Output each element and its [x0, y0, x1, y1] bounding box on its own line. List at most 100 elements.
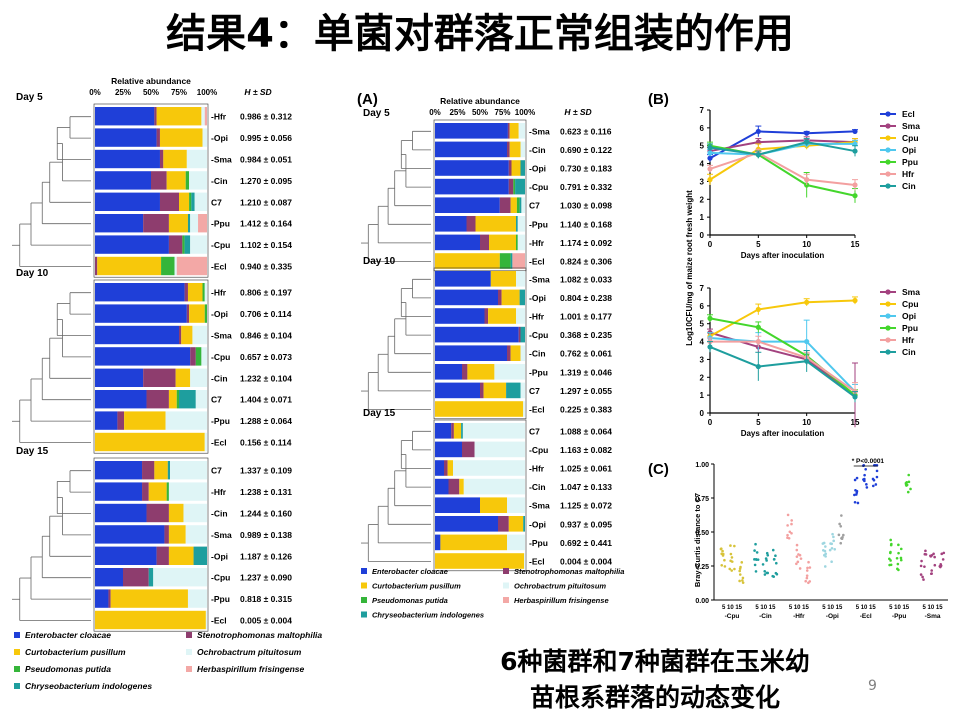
- legend-label: Curtobacterium pusillum: [25, 647, 126, 657]
- bar-segment: [462, 364, 468, 380]
- x-axis-label: Days after inoculation: [741, 429, 825, 438]
- x-tick-label: 10: [802, 240, 811, 249]
- bar-segment: [97, 256, 162, 276]
- series-line: [709, 130, 856, 160]
- data-point: [865, 486, 869, 489]
- bar-segment: [176, 256, 207, 276]
- bar-segment: [95, 107, 155, 126]
- bar-segment: [462, 423, 525, 439]
- sample-label: C7: [529, 201, 540, 211]
- data-point: [904, 483, 908, 486]
- bar-segment: [435, 460, 444, 476]
- data-point: [899, 547, 903, 551]
- sample-label: -Cin: [529, 145, 546, 155]
- bar-segment: [194, 192, 207, 211]
- data-point: [856, 501, 860, 505]
- sample-label: -Sma: [529, 274, 550, 284]
- day-frame: [93, 457, 209, 632]
- bar-segment: [480, 234, 489, 251]
- bar-segment: [516, 271, 525, 287]
- data-point: [830, 546, 834, 550]
- sample-label: -Sma: [211, 331, 232, 341]
- bar-segment: [435, 197, 500, 213]
- bar-segment: [509, 141, 521, 158]
- bar-segment: [201, 107, 205, 126]
- y-tick-label: 5: [700, 142, 705, 151]
- data-point: [804, 579, 807, 583]
- sample-label: C7: [211, 197, 222, 207]
- bar-segment: [153, 568, 207, 587]
- data-point: [755, 338, 761, 345]
- bar-segment: [95, 171, 151, 190]
- data-point: [761, 563, 765, 566]
- h-sd-value: 0.824 ± 0.306: [560, 257, 612, 267]
- bar-segment: [95, 325, 179, 345]
- data-point: [804, 177, 810, 183]
- legend-marker: [885, 313, 891, 319]
- bar-segment: [435, 326, 519, 343]
- bar-segment: [174, 256, 177, 276]
- bar-segment: [435, 345, 507, 361]
- data-point: [852, 148, 858, 154]
- legend-marker: [885, 301, 891, 307]
- bar-segment: [435, 401, 524, 417]
- data-point: [841, 535, 844, 539]
- bar-segment: [168, 390, 177, 409]
- data-point: [707, 177, 713, 183]
- h-sd-value: 0.989 ± 0.138: [240, 530, 292, 540]
- group-label: -Cin: [759, 613, 772, 620]
- data-point: [852, 394, 858, 400]
- data-point: [733, 544, 736, 548]
- data-point: [786, 513, 790, 517]
- legend-label: Herbaspirillum frisingense: [197, 664, 304, 674]
- y-tick-label: 1.00: [695, 462, 709, 469]
- data-point: [729, 552, 733, 556]
- y-tick-label: 4: [700, 338, 705, 347]
- sample-label: -Cin: [211, 509, 228, 519]
- data-point: [832, 535, 835, 539]
- data-point: [821, 542, 825, 545]
- bar-segment: [510, 253, 513, 269]
- bar-segment: [510, 197, 517, 213]
- h-sd-value: 1.187 ± 0.126: [240, 551, 292, 561]
- sample-label: -Sma: [211, 155, 232, 165]
- sample-label: C7: [529, 386, 540, 396]
- y-tick-label: 2: [700, 373, 705, 382]
- axis-tick-label: 75%: [494, 108, 510, 117]
- legend-swatch: [14, 666, 20, 672]
- bar-segment: [435, 253, 500, 269]
- data-point: [875, 469, 879, 473]
- bar-segment: [435, 516, 498, 532]
- bar-segment: [95, 568, 123, 587]
- bar-segment: [480, 497, 507, 513]
- data-point: [807, 581, 810, 585]
- bar-segment: [183, 503, 207, 523]
- bar-segment: [435, 423, 452, 439]
- bar-segment: [506, 382, 521, 399]
- bar-segment: [156, 107, 202, 126]
- data-point: [823, 549, 827, 553]
- data-point: [853, 493, 856, 497]
- data-point: [741, 579, 744, 582]
- h-sd-value: 1.047 ± 0.133: [560, 482, 612, 492]
- panel-c-distance-chart: (C) Bray-Curtis distance to C7 0.00 0.25 0.5…: [648, 458, 948, 620]
- data-point: [755, 324, 761, 330]
- data-point: [824, 545, 827, 548]
- h-sd-value: 1.030 ± 0.098: [560, 201, 612, 211]
- data-point: [888, 551, 892, 555]
- bar-segment: [509, 123, 519, 139]
- bar-segment: [435, 382, 480, 399]
- data-point: [808, 566, 812, 569]
- bar-segment: [205, 610, 207, 630]
- h-sd-value: 1.174 ± 0.092: [560, 238, 612, 248]
- bar-segment: [516, 234, 518, 251]
- bar-segment: [511, 160, 521, 176]
- bar-segment: [435, 534, 441, 551]
- bar-segment: [176, 390, 179, 409]
- legend-label: Stenotrophomonas maltophilia: [514, 567, 624, 576]
- bar-segment: [187, 283, 203, 302]
- h-sd-value: 0.818 ± 0.315: [240, 594, 292, 604]
- day-label: Day 10: [16, 268, 49, 279]
- data-point: [723, 558, 726, 562]
- series-line: [709, 139, 856, 153]
